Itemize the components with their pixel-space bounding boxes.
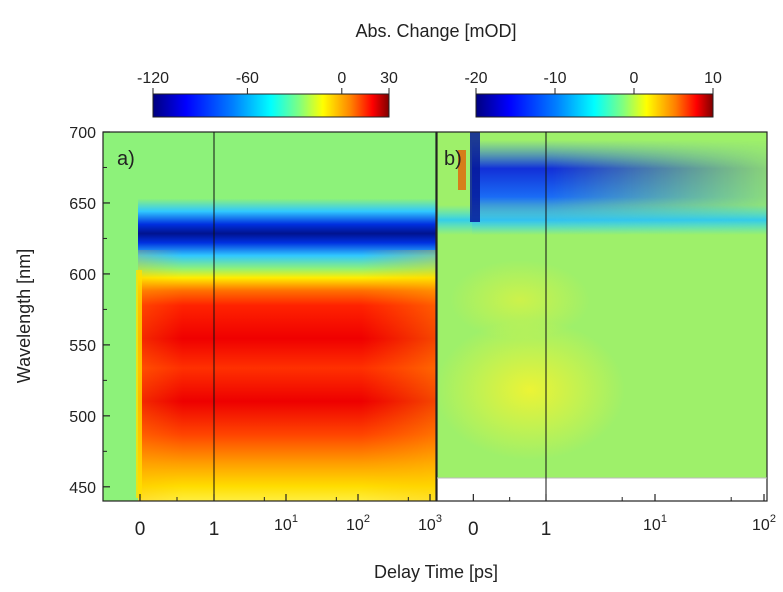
y-tick-label: 650 bbox=[69, 196, 96, 213]
x-tick-base: 0 bbox=[135, 519, 146, 540]
y-tick-label: 600 bbox=[69, 267, 96, 284]
x-tick-base: 10 bbox=[643, 517, 661, 534]
colorbar-tick-label: 30 bbox=[380, 70, 398, 87]
colorbar-tick-label: -10 bbox=[543, 70, 566, 87]
colorbar-tick-label: -20 bbox=[464, 70, 487, 87]
colorbar-tick-label: 10 bbox=[704, 70, 722, 87]
x-tick-base: 0 bbox=[468, 519, 479, 540]
panel-label-a: a) bbox=[117, 148, 135, 170]
x-tick-base: 1 bbox=[541, 519, 552, 540]
x-tick-exponent: 2 bbox=[770, 513, 776, 525]
x-tick-exponent: 2 bbox=[364, 513, 370, 525]
y-tick-label: 450 bbox=[69, 480, 96, 497]
colorbar-b bbox=[475, 93, 714, 118]
x-axis-ticks-a: 0 1 101 102 103 bbox=[102, 494, 442, 540]
panel-label-b: b) bbox=[444, 148, 462, 170]
x-tick-label: 103 bbox=[418, 513, 442, 534]
heatmap-a bbox=[102, 131, 437, 502]
x-tick-label: 101 bbox=[274, 513, 298, 534]
x-axis-title: Delay Time [ps] bbox=[374, 562, 498, 582]
x-tick-label: 0 bbox=[135, 519, 146, 540]
colorbar-tick-label: 0 bbox=[337, 70, 346, 87]
x-tick-label: 101 bbox=[643, 513, 667, 534]
x-tick-label: 1 bbox=[541, 519, 552, 540]
heatmap-b bbox=[435, 131, 768, 502]
colorbar-b-ticks: -20 -10 0 10 bbox=[464, 70, 722, 94]
y-axis-title: Wavelength [nm] bbox=[14, 249, 34, 383]
x-axis-ticks-b: 0 1 101 102 bbox=[436, 494, 776, 540]
x-tick-base: 10 bbox=[418, 517, 436, 534]
colorbar-a-ticks: -120 -60 0 30 bbox=[137, 70, 398, 94]
colorbar-tick-label: 0 bbox=[630, 70, 639, 87]
x-tick-base: 10 bbox=[346, 517, 364, 534]
colorbar-title: Abs. Change [mOD] bbox=[355, 21, 516, 41]
x-tick-label: 102 bbox=[752, 513, 776, 534]
y-axis-ticks: 450 500 550 600 650 700 bbox=[69, 125, 110, 497]
x-tick-base: 10 bbox=[274, 517, 292, 534]
x-tick-exponent: 1 bbox=[661, 513, 667, 525]
x-tick-base: 1 bbox=[209, 519, 220, 540]
colorbar-tick-label: -120 bbox=[137, 70, 169, 87]
y-tick-label: 550 bbox=[69, 338, 96, 355]
y-tick-label: 700 bbox=[69, 125, 96, 142]
colorbar-tick-label: -60 bbox=[236, 70, 259, 87]
x-tick-label: 1 bbox=[209, 519, 220, 540]
x-tick-base: 10 bbox=[752, 517, 770, 534]
x-tick-exponent: 3 bbox=[436, 513, 442, 525]
x-tick-label: 102 bbox=[346, 513, 370, 534]
colorbar-a bbox=[152, 93, 390, 118]
y-tick-label: 500 bbox=[69, 409, 96, 426]
x-tick-exponent: 1 bbox=[292, 513, 298, 525]
x-tick-label: 0 bbox=[468, 519, 479, 540]
